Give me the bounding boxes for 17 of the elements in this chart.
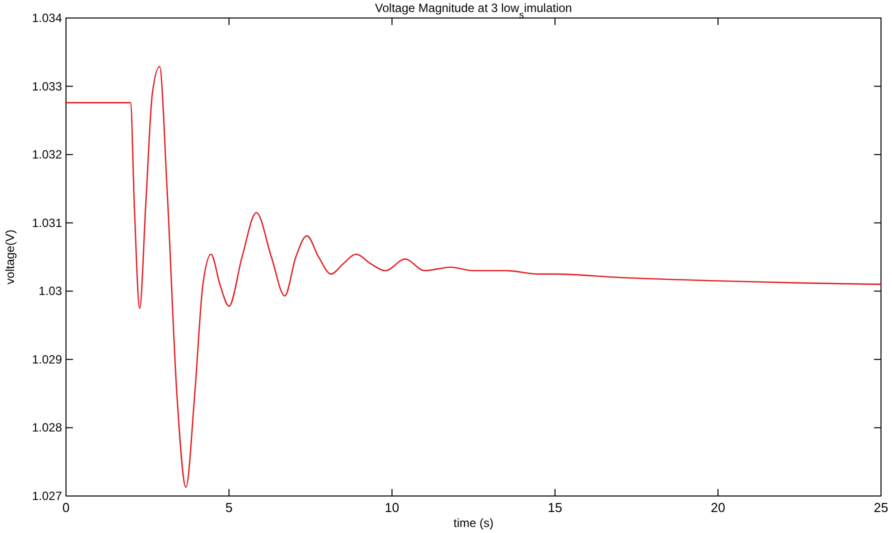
y-tick-label: 1.03 [38,284,62,298]
x-tick-label: 20 [710,500,726,515]
y-axis-title: voltage(V) [3,230,17,284]
x-tick-label: 10 [384,500,400,515]
x-tick-label: 15 [548,500,562,515]
x-tick-label: 0 [62,500,70,515]
y-tick-label: 1.028 [32,420,62,435]
x-tick-label: 5 [225,500,233,515]
y-tick-label: 1.034 [32,11,62,25]
y-tick-label: 1.031 [32,216,62,230]
x-axis-title: time (s) [454,516,494,530]
x-tick-label: 25 [874,500,888,515]
y-tick-label: 1.027 [32,489,62,503]
y-tick-label: 1.032 [32,148,62,162]
y-tick-label: 1.029 [32,352,62,366]
line-series [65,66,882,488]
y-tick-label: 1.033 [32,79,62,94]
